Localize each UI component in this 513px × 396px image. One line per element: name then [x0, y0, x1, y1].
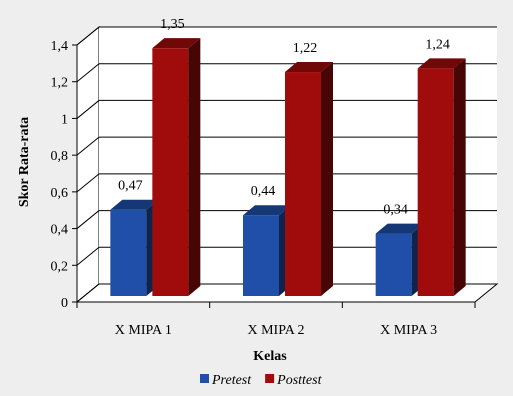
gridline-side [76, 136, 100, 156]
bar-front [417, 68, 454, 296]
bar-top [152, 38, 201, 49]
y-tick-label: 0,8 [51, 149, 69, 164]
bar-pretest-2 [243, 205, 291, 296]
legend-label-posttest: Posttest [276, 373, 322, 388]
y-tick-label: 0,6 [51, 186, 69, 201]
bar-top [285, 62, 333, 73]
y-tick-labels: 0 0,2 0,4 0,6 0,8 1 1,2 1,4 [51, 39, 69, 311]
legend-swatch-posttest [265, 374, 275, 383]
gridline-side [76, 210, 100, 229]
side-wall [76, 25, 100, 304]
gridline-side [76, 100, 100, 119]
gridline-side [76, 26, 100, 46]
data-label: 1,35 [160, 17, 185, 32]
y-tick-label: 1 [61, 112, 68, 127]
y-tick-label: 0,4 [51, 223, 69, 238]
y-tick-label: 1,4 [51, 39, 69, 54]
bar-pretest-3 [375, 223, 424, 296]
legend: Pretest Posttest [200, 373, 323, 388]
data-labels: 0,47 1,35 0,44 1,22 0,34 1,24 [118, 17, 450, 217]
x-axis-title: Kelas [253, 349, 287, 364]
bar-front [285, 72, 321, 297]
data-label: 0,47 [118, 179, 143, 194]
gridline-side [76, 283, 100, 303]
bar-side [453, 58, 466, 296]
x-tick-label: X MIPA 2 [247, 323, 304, 338]
x-tick-label: X MIPA 1 [115, 323, 172, 338]
bar-front [152, 48, 189, 296]
bar-front [243, 215, 279, 296]
bar-top [375, 223, 424, 234]
bar-posttest-3 [417, 58, 466, 296]
bar-top [417, 58, 466, 69]
gridline-side [76, 173, 100, 193]
x-tick-label: X MIPA 3 [380, 323, 437, 338]
bar-top [243, 205, 291, 216]
data-label: 0,34 [383, 203, 408, 218]
y-axis-title: Skor Rata-rata [17, 117, 32, 207]
data-label: 0,44 [251, 184, 276, 199]
bar-pretest-1 [110, 199, 159, 296]
legend-swatch-pretest [200, 374, 209, 383]
bars [110, 38, 466, 297]
bar-side [188, 38, 201, 297]
x-tick-labels: X MIPA 1 X MIPA 2 X MIPA 3 [115, 323, 437, 338]
bar-front [110, 209, 147, 296]
legend-label-pretest: Pretest [211, 373, 252, 388]
gridline-side [76, 246, 100, 266]
gridline-side [76, 63, 100, 83]
y-tick-label: 1,2 [51, 76, 69, 91]
y-tick-label: 0,2 [51, 259, 69, 274]
data-label: 1,22 [293, 41, 318, 56]
bar-top [110, 199, 159, 210]
y-tick-label: 0 [61, 296, 68, 311]
bar-posttest-1 [152, 38, 201, 297]
bar-front [375, 233, 412, 296]
bar-side [321, 62, 333, 296]
data-label: 1,24 [425, 37, 450, 52]
bar-posttest-2 [285, 62, 333, 297]
